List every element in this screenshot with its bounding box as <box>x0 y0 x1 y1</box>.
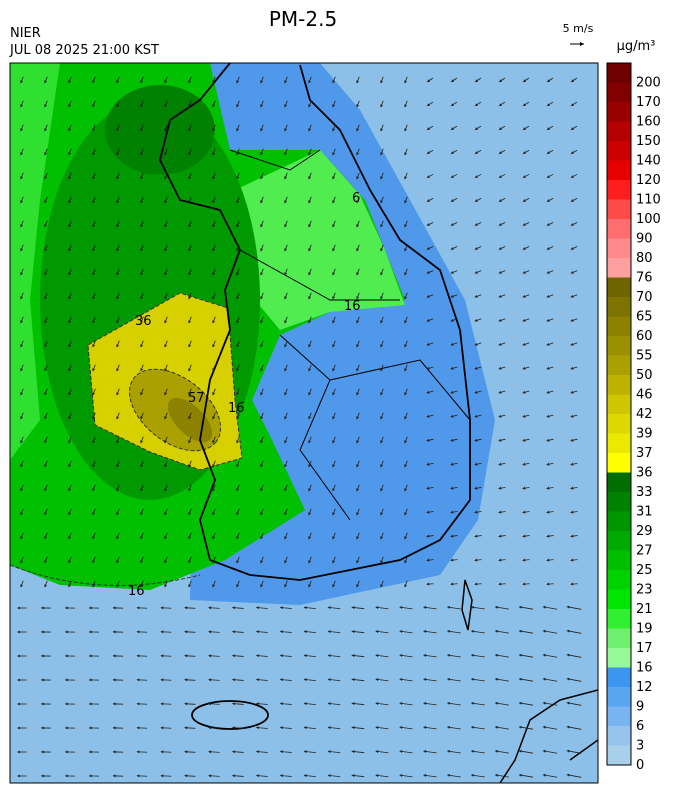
colorbar-segment <box>607 356 631 376</box>
contour-label: 6 <box>352 191 360 206</box>
title: PM-2.5 <box>269 7 337 31</box>
colorbar-segment <box>607 687 631 707</box>
datetime: JUL 08 2025 21:00 KST <box>9 43 159 58</box>
colorbar-segment <box>607 239 631 259</box>
colorbar-label: 46 <box>636 388 653 403</box>
colorbar-segment <box>607 102 631 122</box>
colorbar-label: 37 <box>636 446 653 461</box>
colorbar-label: 29 <box>636 524 653 539</box>
contour-label: 16 <box>344 299 361 314</box>
colorbar-label: 160 <box>636 115 661 130</box>
colorbar-label: 76 <box>636 271 653 286</box>
colorbar-segment <box>607 531 631 551</box>
legend-unit: μg/m³ <box>617 39 656 54</box>
colorbar-segment <box>607 707 631 727</box>
colorbar-segment <box>607 336 631 356</box>
colorbar-segment <box>607 219 631 239</box>
colorbar-label: 31 <box>636 505 653 520</box>
colorbar-label: 50 <box>636 368 653 383</box>
colorbar-segment <box>607 590 631 610</box>
source: NIER <box>10 26 41 41</box>
colorbar-segment <box>607 161 631 181</box>
colorbar-segment <box>607 648 631 668</box>
colorbar-label: 21 <box>636 602 653 617</box>
wind-scale: 5 m/s <box>563 22 594 35</box>
colorbar-segment <box>607 434 631 454</box>
contour-label: 36 <box>135 314 152 329</box>
colorbar-segment <box>607 609 631 629</box>
contour-label: 16 <box>128 584 145 599</box>
colorbar-label: 42 <box>636 407 653 422</box>
colorbar-segment <box>607 473 631 493</box>
colorbar-segment <box>607 746 631 766</box>
colorbar-label: 60 <box>636 329 653 344</box>
colorbar-segment <box>607 317 631 337</box>
colorbar-segment <box>607 726 631 746</box>
colorbar-label: 33 <box>636 485 653 500</box>
colorbar-segment <box>607 141 631 161</box>
colorbar-segment <box>607 570 631 590</box>
colorbar-segment <box>607 63 631 83</box>
colorbar-label: 120 <box>636 173 661 188</box>
colorbar-label: 90 <box>636 232 653 247</box>
colorbar-label: 23 <box>636 583 653 598</box>
colorbar-label: 55 <box>636 349 653 364</box>
colorbar-label: 150 <box>636 134 661 149</box>
colorbar-segment <box>607 453 631 473</box>
colorbar-label: 0 <box>636 758 644 773</box>
colorbar-label: 39 <box>636 427 653 442</box>
colorbar-label: 3 <box>636 739 644 754</box>
colorbar-label: 100 <box>636 212 661 227</box>
colorbar-label: 16 <box>636 661 653 676</box>
colorbar-segment <box>607 492 631 512</box>
colorbar-segment <box>607 414 631 434</box>
colorbar-segment <box>607 375 631 395</box>
colorbar-segment <box>607 395 631 415</box>
colorbar-label: 65 <box>636 310 653 325</box>
colorbar-label: 140 <box>636 154 661 169</box>
colorbar-label: 6 <box>636 719 644 734</box>
colorbar-segment <box>607 512 631 532</box>
colorbar-segment <box>607 180 631 200</box>
colorbar-label: 36 <box>636 466 653 481</box>
colorbar-label: 170 <box>636 95 661 110</box>
colorbar-label: 9 <box>636 700 644 715</box>
colorbar-label: 200 <box>636 76 661 91</box>
colorbar-label: 12 <box>636 680 653 695</box>
colorbar-segment <box>607 551 631 571</box>
map: 36 57 16 16 16 6 <box>10 63 598 783</box>
colorbar-segment <box>607 200 631 220</box>
colorbar-segment <box>607 83 631 103</box>
colorbar-segment <box>607 258 631 278</box>
wind-scale-arrowhead <box>580 42 584 46</box>
colorbar-segment <box>607 297 631 317</box>
colorbar-label: 17 <box>636 641 653 656</box>
colorbar-label: 19 <box>636 622 653 637</box>
colorbar-label: 80 <box>636 251 653 266</box>
colorbar-label: 25 <box>636 563 653 578</box>
colorbar-segment <box>607 278 631 298</box>
contour-label: 16 <box>228 401 245 416</box>
colorbar-segment <box>607 122 631 142</box>
colorbar-label: 110 <box>636 193 661 208</box>
colorbar-segment <box>607 668 631 688</box>
colorbar-label: 27 <box>636 544 653 559</box>
colorbar-segment <box>607 629 631 649</box>
colorbar-label: 70 <box>636 290 653 305</box>
colorbar: 2001701601501401201101009080767065605550… <box>607 63 661 773</box>
